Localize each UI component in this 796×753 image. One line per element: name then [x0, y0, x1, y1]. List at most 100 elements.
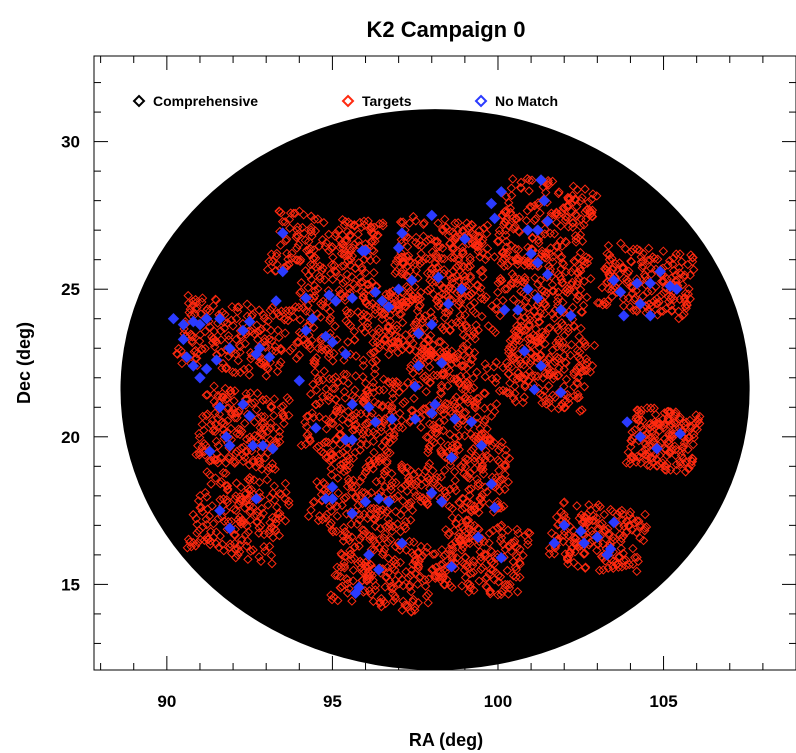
target-point: [461, 370, 471, 381]
target-point: [272, 502, 282, 512]
target-point: [265, 305, 276, 315]
target-point: [226, 407, 237, 417]
target-point: [424, 254, 435, 264]
target-point: [629, 517, 640, 528]
target-point: [458, 225, 468, 236]
target-point: [287, 248, 297, 259]
target-point: [447, 512, 457, 523]
target-point: [379, 308, 389, 318]
target-point: [480, 388, 490, 399]
target-point: [369, 397, 380, 407]
target-point: [559, 364, 569, 374]
target-point: [532, 337, 543, 348]
target-point: [571, 533, 581, 544]
target-point: [485, 435, 495, 445]
target-point: [276, 402, 287, 412]
target-point: [477, 265, 488, 275]
target-point: [330, 321, 340, 331]
target-point: [431, 562, 441, 573]
target-point: [335, 406, 345, 417]
target-point: [663, 415, 673, 425]
target-point: [258, 310, 269, 320]
target-point: [424, 475, 434, 485]
target-point: [338, 278, 348, 288]
target-point: [428, 289, 439, 299]
target-point: [549, 549, 559, 559]
target-point: [476, 282, 486, 293]
target-point: [314, 398, 325, 408]
target-point: [659, 408, 670, 418]
target-point: [465, 538, 475, 549]
target-point: [304, 245, 314, 255]
target-point: [424, 441, 434, 451]
target-point: [582, 258, 593, 268]
legend-label-no-match: No Match: [495, 93, 558, 109]
target-point: [326, 506, 337, 516]
target-point: [454, 276, 464, 286]
target-point: [398, 336, 408, 346]
target-point: [384, 519, 395, 529]
target-point: [328, 527, 338, 537]
target-point: [342, 578, 353, 589]
target-point: [396, 218, 407, 228]
target-point: [308, 379, 318, 390]
target-point: [224, 453, 234, 464]
target-point: [508, 174, 518, 184]
target-point: [218, 424, 228, 434]
target-point: [457, 581, 467, 591]
target-point: [581, 360, 591, 370]
target-point: [375, 506, 385, 516]
target-point: [490, 304, 501, 314]
target-point: [356, 409, 366, 419]
target-point: [401, 545, 412, 555]
target-point: [462, 579, 473, 589]
target-point: [462, 394, 473, 405]
target-point: [632, 566, 642, 577]
target-point: [470, 237, 480, 248]
target-point: [632, 552, 642, 563]
target-point: [507, 269, 518, 279]
target-point: [677, 310, 688, 321]
target-point: [600, 264, 610, 274]
target-point: [380, 437, 391, 447]
target-point: [573, 373, 583, 383]
target-point: [636, 408, 646, 418]
x-tick-label: 95: [323, 692, 342, 711]
target-point: [284, 500, 294, 510]
target-point: [259, 542, 269, 552]
target-point: [194, 447, 205, 458]
target-point: [210, 426, 220, 437]
target-point: [494, 386, 505, 396]
target-point: [447, 582, 457, 593]
target-point: [416, 287, 426, 298]
target-point: [364, 509, 375, 520]
target-point: [345, 549, 355, 560]
target-point: [529, 306, 539, 316]
target-point: [241, 388, 251, 399]
target-point: [631, 527, 642, 538]
target-point: [508, 571, 519, 581]
target-point: [651, 421, 662, 431]
target-point: [339, 466, 349, 477]
target-point: [223, 351, 234, 362]
target-point: [385, 316, 395, 326]
target-point: [478, 464, 488, 475]
target-point: [463, 515, 474, 525]
target-point: [332, 402, 343, 413]
target-point: [196, 309, 206, 319]
target-point: [215, 479, 226, 489]
target-point: [432, 242, 443, 252]
no-match-point: [671, 283, 683, 295]
target-point: [340, 292, 350, 302]
no-match-point: [565, 310, 577, 322]
target-point: [451, 317, 462, 328]
target-point: [335, 464, 345, 474]
target-point: [633, 415, 644, 426]
target-point: [253, 334, 263, 345]
target-point: [645, 461, 655, 471]
no-match-point: [442, 298, 455, 310]
target-point: [411, 317, 421, 327]
target-point: [243, 554, 253, 565]
target-point: [239, 364, 249, 375]
target-point: [493, 287, 503, 298]
